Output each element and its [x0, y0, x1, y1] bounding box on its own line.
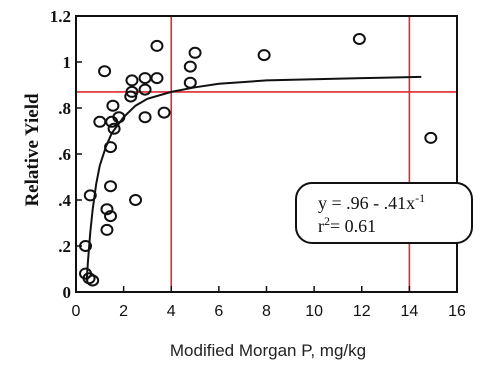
x-tick-label-4: 8: [262, 303, 271, 320]
data-point-6: [98, 65, 112, 78]
fit-equation: y = .96 - .41x-1: [318, 191, 425, 213]
y-tick-label-5: 1: [63, 53, 72, 72]
data-point-9: [104, 210, 118, 223]
fit-r-squared-value: = 0.61: [330, 216, 376, 236]
data-point-30: [352, 33, 366, 45]
fit-r-squared-exponent: 2: [324, 214, 330, 228]
x-axis-ticks: 0 2 4 6 8 10 12 14 16: [72, 286, 466, 320]
data-point-8: [100, 203, 114, 216]
data-point-20: [138, 72, 152, 85]
x-tick-label-8: 16: [448, 303, 466, 320]
data-point-22: [138, 111, 152, 124]
x-tick-label-0: 0: [72, 303, 81, 320]
data-point-3: [86, 274, 100, 287]
data-point-10: [104, 180, 118, 193]
fit-r-squared: r2= 0.61: [318, 214, 376, 236]
y-tick-label-4: .8: [58, 99, 71, 118]
y-tick-label-0: 0: [63, 283, 72, 302]
data-point-24: [150, 39, 164, 52]
x-tick-label-6: 12: [353, 303, 371, 320]
data-point-11: [104, 141, 118, 154]
x-tick-label-7: 14: [400, 303, 418, 320]
data-point-23: [150, 72, 164, 85]
x-tick-label-1: 2: [119, 303, 128, 320]
fit-equation-main: y = .96 - .41x: [318, 193, 415, 213]
y-tick-label-3: .6: [58, 145, 71, 164]
data-point-28: [188, 46, 202, 59]
reference-lines: [76, 16, 457, 292]
x-axis-label: Modified Morgan P, mg/kg: [170, 341, 366, 360]
y-tick-label-2: .4: [58, 191, 71, 210]
data-point-18: [125, 74, 139, 87]
data-points: [79, 33, 438, 287]
data-point-16: [124, 90, 138, 103]
data-point-14: [107, 122, 121, 135]
data-point-17: [125, 85, 139, 98]
plot-frame: [75, 15, 458, 293]
fit-equation-exponent: -1: [415, 191, 425, 205]
data-point-19: [129, 194, 143, 206]
data-point-25: [157, 106, 171, 119]
data-point-5: [93, 115, 107, 128]
data-point-27: [183, 76, 197, 89]
y-tick-label-6: 1.2: [50, 7, 71, 26]
x-tick-label-3: 6: [214, 303, 223, 320]
y-tick-label-1: .2: [58, 237, 71, 256]
fit-r-squared-symbol: r: [318, 216, 324, 236]
data-point-4: [83, 189, 97, 202]
data-point-31: [424, 131, 438, 144]
data-point-21: [138, 83, 152, 96]
data-point-13: [106, 99, 120, 112]
equation-box-border: [295, 182, 473, 244]
x-tick-label-2: 4: [167, 303, 176, 320]
y-axis-label: Relative Yield: [22, 93, 43, 207]
equation-box: y = .96 - .41x-1 r2= 0.61: [295, 182, 473, 244]
data-point-15: [112, 111, 126, 124]
x-tick-label-5: 10: [305, 303, 323, 320]
data-point-7: [100, 223, 114, 236]
y-axis-ticks: 0 .2 .4 .6 .8 1 1.2: [50, 7, 82, 302]
data-point-26: [183, 60, 197, 73]
data-point-29: [257, 49, 271, 62]
fit-curve: [85, 75, 422, 281]
